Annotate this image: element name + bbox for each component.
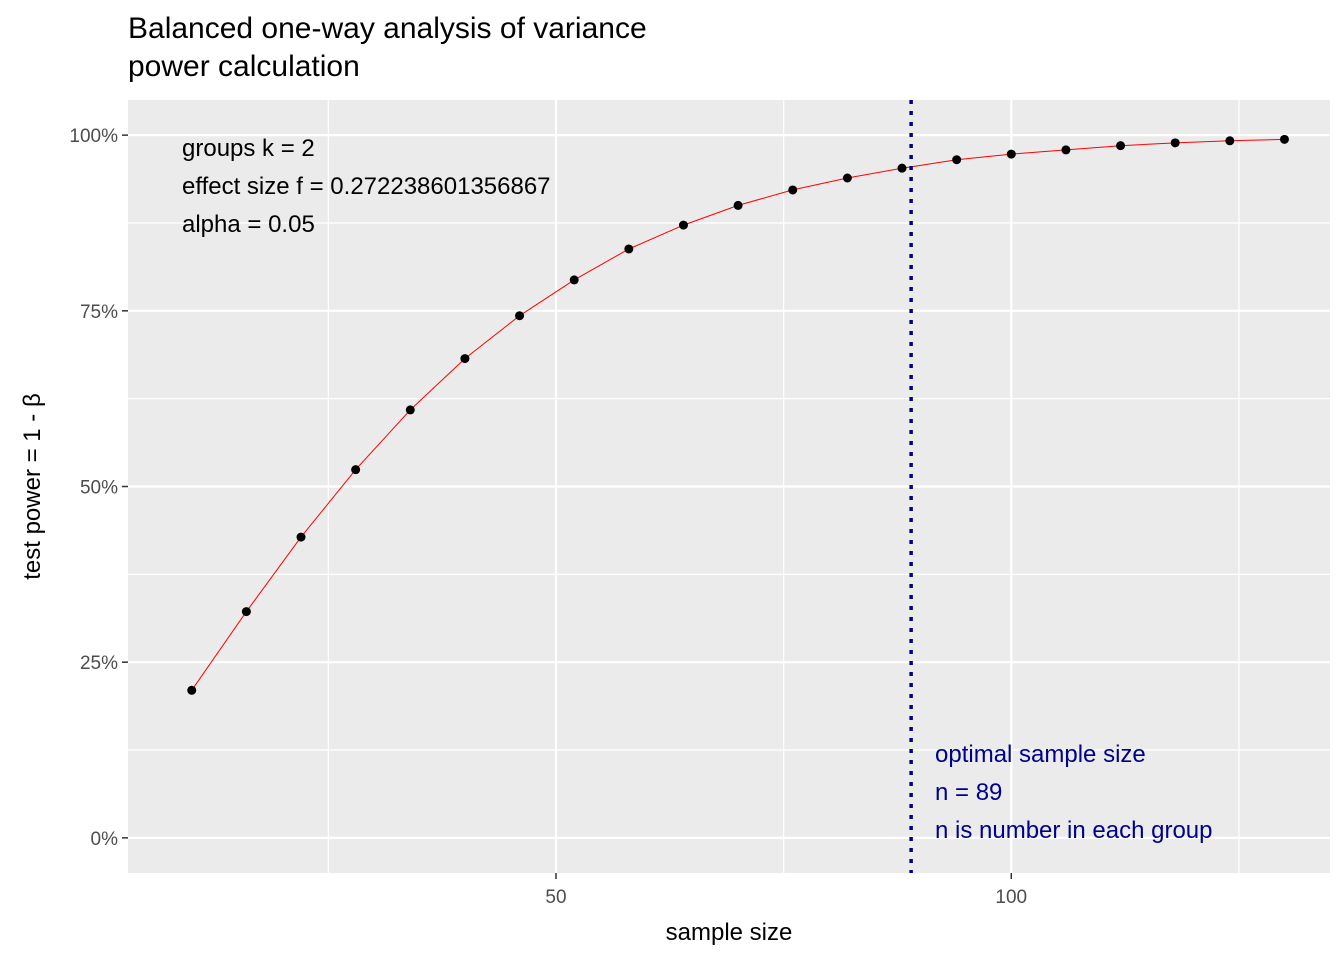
- x-tick-label: 100: [995, 887, 1027, 908]
- data-point: [733, 200, 743, 210]
- data-point: [897, 163, 907, 173]
- data-point: [1279, 134, 1289, 144]
- data-points: [187, 134, 1289, 695]
- optimal-size-annotation-line: n = 89: [935, 779, 1002, 806]
- y-tick-label: 100%: [69, 126, 118, 147]
- chart-title-line-1: Balanced one-way analysis of variance: [128, 12, 647, 45]
- optimal-size-annotation-line: n is number in each group: [935, 817, 1213, 844]
- minor-gridlines: [128, 100, 1330, 873]
- x-tick-label: 50: [545, 887, 566, 908]
- optimal-size-annotation-line: optimal sample size: [935, 741, 1146, 768]
- x-axis-title: sample size: [666, 919, 793, 946]
- data-point: [1116, 141, 1126, 151]
- data-point: [296, 532, 306, 542]
- parameter-annotation-line: effect size f = 0.272238601356867: [182, 173, 551, 200]
- data-point: [405, 405, 415, 415]
- data-point: [1061, 145, 1071, 155]
- data-point: [569, 275, 579, 285]
- y-tick-label: 0%: [91, 829, 119, 850]
- data-point: [624, 244, 634, 254]
- x-axis-ticks: 50 100: [545, 873, 1027, 908]
- data-point: [460, 354, 470, 364]
- data-point: [1225, 136, 1235, 146]
- parameter-annotation-line: alpha = 0.05: [182, 211, 315, 238]
- data-point: [351, 465, 361, 475]
- data-point: [1006, 149, 1016, 159]
- y-tick-label: 25%: [80, 653, 118, 674]
- data-point: [788, 185, 798, 195]
- parameter-annotation: groups k = 2 effect size f = 0.2722386013…: [182, 135, 551, 238]
- data-point: [187, 685, 197, 695]
- data-point: [1170, 138, 1180, 148]
- y-axis-title: test power = 1 - β: [19, 393, 46, 580]
- chart-title-line-2: power calculation: [128, 50, 360, 83]
- parameter-annotation-line: groups k = 2: [182, 135, 315, 162]
- y-tick-label: 50%: [80, 478, 118, 499]
- y-axis-ticks: 0% 25% 50% 75% 100%: [69, 126, 128, 850]
- data-point: [678, 220, 688, 230]
- data-point: [515, 311, 525, 321]
- data-point: [952, 155, 962, 165]
- data-point: [842, 173, 852, 183]
- y-tick-label: 75%: [80, 302, 118, 323]
- optimal-size-annotation: optimal sample size n = 89 n is number in …: [935, 741, 1213, 844]
- data-point: [241, 607, 251, 617]
- major-gridlines: [128, 100, 1330, 873]
